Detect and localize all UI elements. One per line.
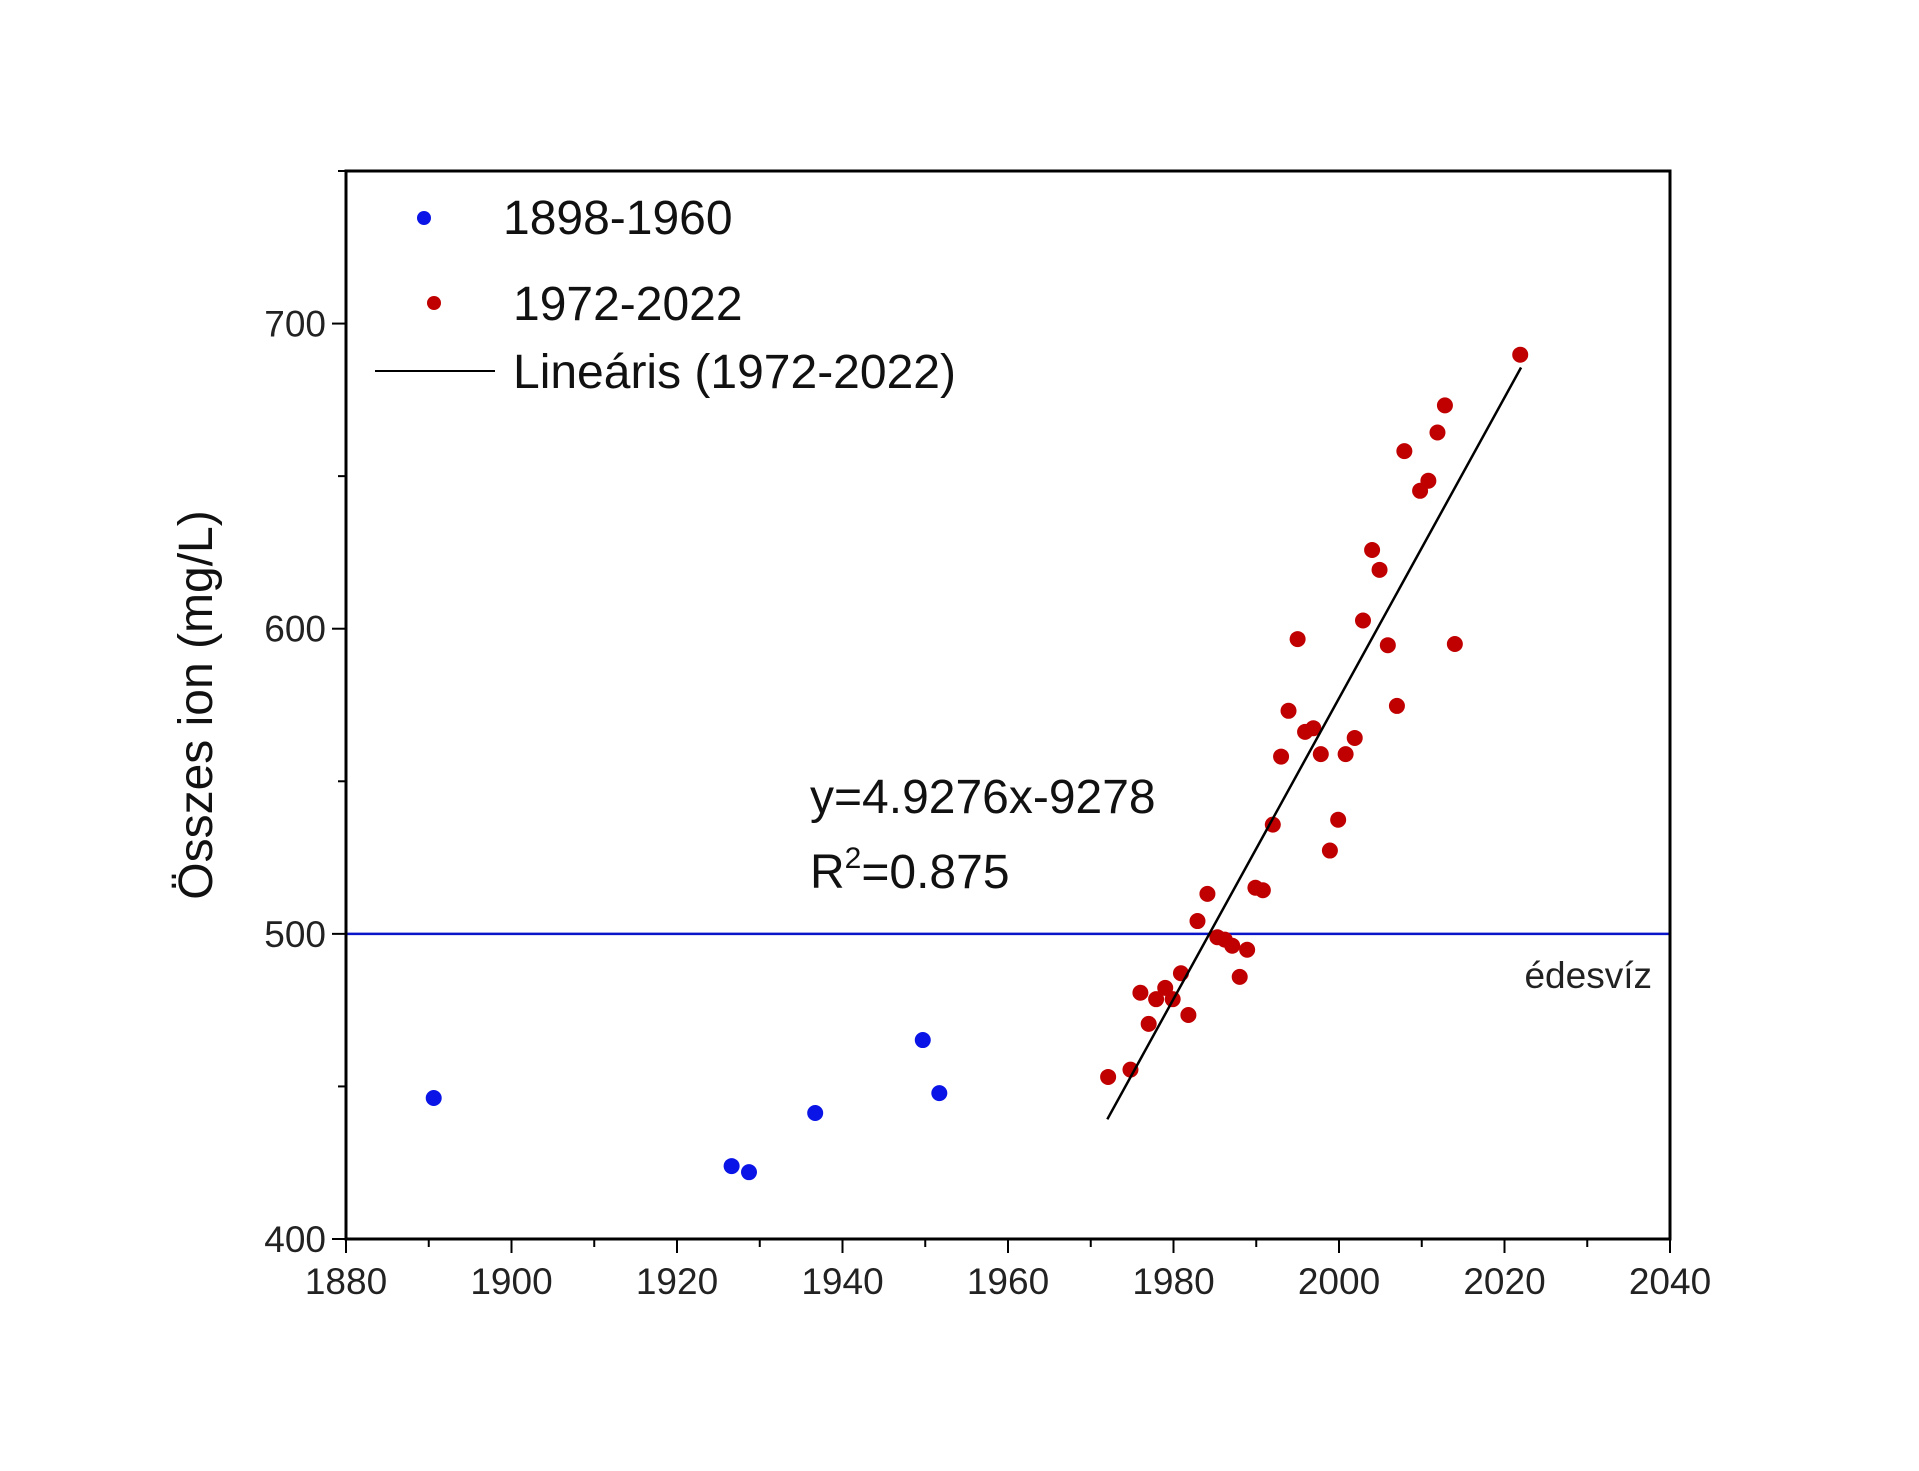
- data-point-1972-2022: [1305, 720, 1322, 737]
- plot-frame: [344, 169, 1672, 1241]
- data-point-1972-2022: [1273, 748, 1290, 765]
- data-point-1972-2022: [1231, 968, 1248, 985]
- x-tick-label: 2040: [1629, 1261, 1711, 1302]
- y-tick-label: 600: [264, 609, 326, 650]
- data-point-1972-2022: [1224, 937, 1241, 954]
- data-point-1972-2022: [1396, 443, 1413, 460]
- data-point-1972-2022: [1189, 913, 1206, 930]
- data-point-1972-2022: [1321, 842, 1338, 859]
- legend-label-linear: Lineáris (1972-2022): [513, 346, 956, 399]
- legend-marker-blue: [417, 211, 431, 225]
- x-tick-label: 2020: [1463, 1261, 1545, 1302]
- legend: 1898-1960 1972-2022 Lineáris (1972-2022): [375, 192, 956, 399]
- data-point-1972-2022: [1148, 991, 1165, 1008]
- data-point-1972-2022: [1140, 1015, 1157, 1032]
- data-point-1972-2022: [1132, 984, 1149, 1001]
- x-tick-label: 1880: [305, 1261, 387, 1302]
- x-tick-label: 1960: [967, 1261, 1049, 1302]
- x-tick-label: 2000: [1298, 1261, 1380, 1302]
- x-tick-label: 1980: [1132, 1261, 1214, 1302]
- linear-trendline: [1106, 366, 1523, 1120]
- data-point-1898-1960: [740, 1164, 757, 1181]
- data-point-1972-2022: [1420, 472, 1437, 489]
- data-point-1972-2022: [1337, 746, 1354, 763]
- data-point-1972-2022: [1354, 612, 1371, 629]
- x-tick-label: 1940: [801, 1261, 883, 1302]
- legend-label-1972-2022: 1972-2022: [513, 278, 743, 331]
- data-point-1972-2022: [1157, 979, 1174, 996]
- data-point-1972-2022: [1199, 885, 1216, 902]
- data-point-1972-2022: [1364, 541, 1381, 558]
- data-point-1972-2022: [1264, 816, 1281, 833]
- y-tick-label: 400: [264, 1219, 326, 1260]
- y-tick-label: 500: [264, 914, 326, 955]
- y-tick-label: 700: [264, 304, 326, 345]
- y-axis-label: Összes ion (mg/L): [170, 510, 223, 899]
- data-point-1898-1960: [425, 1090, 442, 1107]
- data-point-1972-2022: [1330, 811, 1347, 828]
- r-squared-prefix: R: [810, 846, 845, 899]
- data-point-1972-2022: [1388, 697, 1405, 714]
- data-point-1972-2022: [1312, 746, 1329, 763]
- data-point-1972-2022: [1280, 702, 1297, 719]
- data-point-1972-2022: [1379, 637, 1396, 654]
- data-point-1898-1960: [914, 1032, 931, 1049]
- regression-equation: y=4.9276x-9278: [810, 771, 1156, 824]
- data-point-1972-2022: [1289, 631, 1306, 648]
- data-point-1972-2022: [1239, 941, 1256, 958]
- legend-label-1898-1960: 1898-1960: [503, 192, 733, 245]
- data-point-1972-2022: [1122, 1061, 1139, 1078]
- data-point-1972-2022: [1371, 561, 1388, 578]
- r-squared-value: =0.875: [861, 846, 1009, 899]
- x-tick-label: 1900: [470, 1261, 552, 1302]
- data-point-1972-2022: [1254, 882, 1271, 899]
- freshwater-label: édesvíz: [1524, 955, 1652, 996]
- data-point-1972-2022: [1446, 635, 1463, 652]
- data-point-1972-2022: [1180, 1007, 1197, 1024]
- r-squared-sup: 2: [845, 842, 862, 875]
- data-point-1898-1960: [807, 1104, 824, 1121]
- legend-marker-red: [427, 296, 441, 310]
- x-tick-label: 1920: [636, 1261, 718, 1302]
- data-point-1972-2022: [1429, 424, 1446, 441]
- data-point-1898-1960: [723, 1158, 740, 1175]
- data-point-1972-2022: [1436, 397, 1453, 414]
- data-point-1898-1960: [931, 1085, 948, 1102]
- data-point-1972-2022: [1346, 729, 1363, 746]
- data-point-1972-2022: [1512, 346, 1529, 363]
- data-point-1972-2022: [1100, 1068, 1117, 1085]
- r-squared: R2=0.875: [810, 842, 1010, 899]
